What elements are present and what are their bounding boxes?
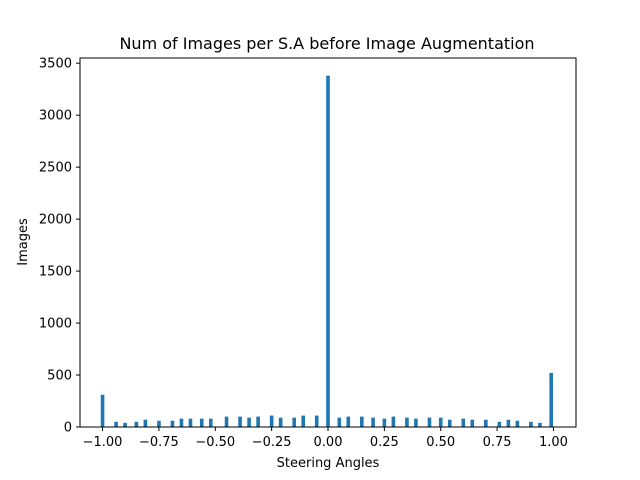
bar	[188, 418, 193, 427]
x-tick-label: 1.00	[539, 435, 568, 450]
bar	[143, 419, 148, 427]
bar	[497, 421, 502, 427]
bar	[292, 417, 296, 427]
bars-group	[100, 75, 554, 428]
bar	[199, 418, 204, 427]
bar	[549, 372, 554, 427]
bar	[157, 420, 161, 427]
x-tick-label: 0.50	[426, 435, 455, 450]
x-tick-label: 0.75	[483, 435, 512, 450]
y-tick-label: 2500	[39, 161, 72, 176]
bar	[529, 421, 533, 427]
bar	[391, 416, 396, 427]
y-tick-label: 3000	[39, 109, 72, 124]
bar	[256, 416, 260, 427]
x-axis-ticks: −1.00 −0.75 −0.50 −0.25 0.00 0.25 0.50 0.75 1.00	[83, 427, 568, 450]
bar	[123, 422, 127, 427]
x-tick-label: 0.00	[314, 435, 343, 450]
bar	[314, 415, 319, 427]
bar	[114, 421, 118, 427]
bar	[301, 415, 306, 427]
y-tick-label: 3500	[39, 57, 72, 72]
chart-title: Num of Images per S.A before Image Augme…	[119, 34, 534, 53]
bar	[247, 417, 251, 427]
bar	[100, 394, 105, 427]
bar	[278, 417, 283, 427]
bar	[461, 418, 466, 427]
bar	[414, 418, 418, 427]
x-tick-label: −0.50	[195, 435, 235, 450]
bar	[326, 75, 330, 428]
y-tick-label: 1500	[39, 265, 72, 280]
bar	[170, 420, 175, 427]
bar	[269, 415, 274, 427]
y-tick-label: 2000	[39, 213, 72, 228]
bar	[515, 420, 520, 427]
bar	[484, 419, 488, 427]
bar	[337, 417, 342, 427]
bar	[360, 416, 364, 427]
bar	[382, 418, 387, 427]
bar	[208, 418, 213, 427]
bar	[134, 421, 139, 427]
y-axis-label: Images	[16, 218, 31, 266]
bar	[405, 417, 409, 427]
x-tick-label: −0.75	[139, 435, 179, 450]
x-axis-label: Steering Angles	[277, 456, 380, 471]
bar	[427, 417, 432, 427]
bar	[506, 419, 511, 427]
x-tick-label: −0.25	[252, 435, 292, 450]
bar	[238, 416, 242, 427]
bar	[371, 417, 375, 427]
y-tick-label: 500	[47, 369, 72, 384]
bar	[438, 417, 443, 427]
bar	[346, 416, 351, 427]
y-tick-label: 1000	[39, 317, 72, 332]
bar	[447, 419, 452, 427]
x-tick-label: 0.25	[370, 435, 399, 450]
bar	[470, 419, 475, 427]
x-tick-label: −1.00	[83, 435, 123, 450]
bar	[224, 416, 229, 427]
bar	[538, 422, 542, 427]
y-tick-label: 0	[64, 421, 72, 436]
bar	[179, 418, 184, 427]
y-axis-ticks: 0 500 1000 1500 2000 2500 3000 3500	[39, 57, 80, 436]
